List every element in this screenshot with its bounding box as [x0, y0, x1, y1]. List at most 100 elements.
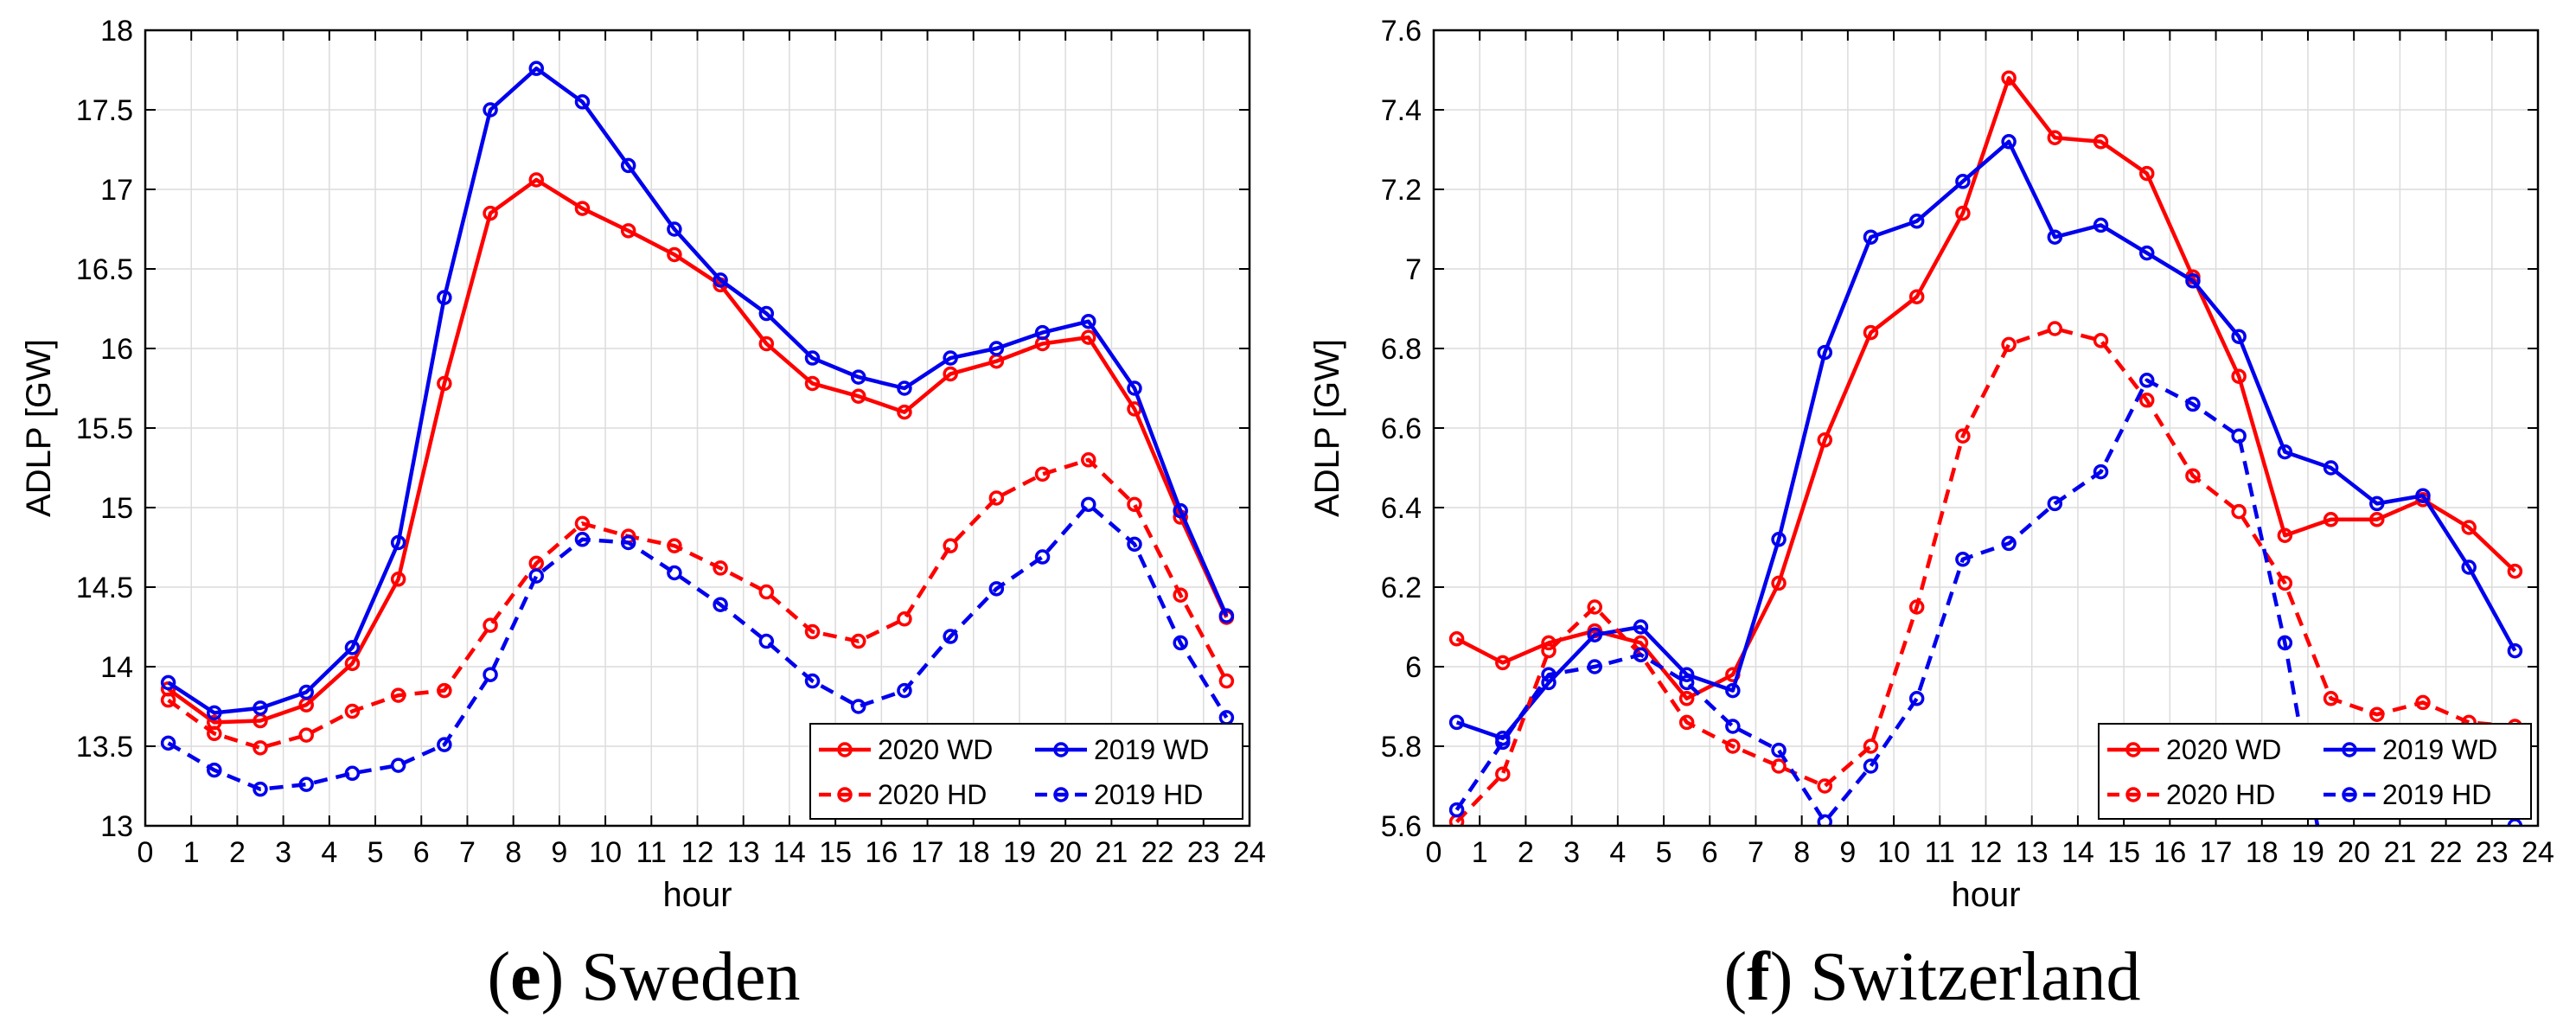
series-line: [167, 457, 1229, 751]
data-point: [1678, 667, 1695, 682]
data-point: [758, 633, 775, 649]
data-point: [1034, 466, 1051, 483]
series-line: [1454, 378, 2515, 826]
data-point: [1678, 691, 1695, 706]
data-point: [1541, 642, 1556, 659]
data-point: [1771, 742, 1787, 758]
data-point: [1863, 738, 1879, 754]
legend-label: 2020 WD: [878, 734, 993, 765]
x-tick-label: 19: [1003, 836, 1036, 869]
data-point: [988, 581, 1005, 597]
x-tick-label: 19: [2292, 836, 2324, 869]
data-point: [2047, 495, 2063, 512]
data-point: [620, 223, 636, 239]
data-point: [1127, 536, 1142, 553]
x-tick-label: 4: [321, 836, 337, 869]
data-point: [943, 538, 958, 553]
data-point: [344, 703, 361, 719]
data-point: [850, 388, 866, 404]
data-point: [897, 404, 912, 420]
caption-switzerland: (f) Switzerland: [1723, 939, 2141, 1015]
series-line: [167, 502, 1229, 791]
data-point: [574, 94, 591, 110]
x-tick-label: 12: [681, 836, 714, 869]
x-tick-label: 14: [773, 836, 806, 869]
x-tick-label: 20: [2337, 836, 2370, 869]
data-point: [1678, 714, 1695, 731]
x-tick-label: 5: [368, 836, 384, 869]
x-tick-label: 9: [1839, 836, 1856, 869]
x-tick-label: 24: [1233, 836, 1266, 869]
legend-label: 2019 WD: [1094, 734, 1209, 765]
x-tick-label: 4: [1609, 836, 1626, 869]
data-point: [758, 584, 775, 600]
data-point: [1081, 496, 1096, 513]
data-point: [667, 246, 682, 263]
data-point: [1218, 608, 1235, 623]
caption-text: Switzerland: [1810, 939, 2141, 1015]
data-point: [667, 538, 682, 553]
y-tick-label: 17: [100, 174, 133, 207]
data-point: [1771, 532, 1787, 547]
data-point: [344, 640, 361, 655]
data-point: [1817, 814, 1833, 826]
legend-label: 2019 HD: [2382, 779, 2491, 810]
data-point: [667, 221, 682, 237]
x-tick-label: 21: [2383, 836, 2416, 869]
data-point: [2461, 520, 2477, 535]
data-point: [2277, 527, 2293, 543]
data-point: [1908, 599, 1925, 615]
data-point: [1817, 432, 1833, 448]
data-point: [2323, 691, 2339, 706]
legend-marker: [2125, 787, 2141, 802]
data-point: [758, 336, 775, 352]
x-tick-label: 10: [1877, 836, 1910, 869]
data-point: [390, 757, 406, 773]
data-point: [2369, 512, 2385, 527]
data-point: [2001, 336, 2017, 353]
legend-label: 2020 HD: [2166, 779, 2275, 810]
y-tick-label: 5.6: [1381, 810, 1422, 843]
data-point: [1127, 380, 1142, 396]
data-point: [713, 597, 728, 612]
data-point: [2001, 134, 2017, 150]
data-point: [2001, 535, 2017, 552]
data-point: [713, 272, 728, 288]
x-tick-label: 23: [1187, 836, 1220, 869]
data-point: [528, 568, 545, 584]
data-point: [1771, 758, 1787, 774]
chart-switzerland: 0 1 2 3 4 5 6 7 8 9 10 11 12 13 14 15 16 17 18 19 20 21 22 23 24…: [1308, 15, 2554, 914]
data-point: [2461, 559, 2477, 575]
data-point: [758, 305, 775, 322]
data-point: [2323, 512, 2339, 527]
data-point: [390, 534, 406, 551]
data-point: [2369, 495, 2385, 512]
chart-sweden: 0 1 2 3 4 5 6 7 8 9 10 11 12 13 14 15 16 17 18 19 20 21 22 23 24…: [20, 15, 1266, 914]
x-tick-label: 15: [2107, 836, 2140, 869]
data-point: [1034, 324, 1051, 341]
legend: 2020 WD 2019 WD 2020 HD 2019 HD: [2098, 723, 2532, 820]
data-point: [1448, 714, 1465, 731]
data-point: [1817, 344, 1833, 361]
legend-box: [2098, 723, 2532, 820]
data-point: [2138, 373, 2155, 388]
x-axis-title: hour: [662, 876, 732, 914]
data-point: [1173, 587, 1188, 603]
data-point: [1725, 738, 1741, 754]
x-tick-label: 14: [2061, 836, 2094, 869]
x-tick-label: 2: [229, 836, 246, 869]
data-point: [1587, 599, 1602, 615]
data-point: [528, 61, 545, 76]
data-point: [528, 172, 545, 188]
legend-label: 2019 WD: [2382, 734, 2497, 765]
data-point: [2507, 563, 2523, 579]
data-point: [2463, 879, 2475, 892]
data-point: [804, 375, 821, 392]
data-point: [2047, 229, 2063, 245]
data-point: [2185, 396, 2201, 412]
x-tick-label: 16: [865, 836, 898, 869]
data-point: [1495, 734, 1511, 751]
data-point: [437, 737, 452, 752]
data-point: [483, 617, 498, 633]
data-point: [252, 740, 268, 756]
